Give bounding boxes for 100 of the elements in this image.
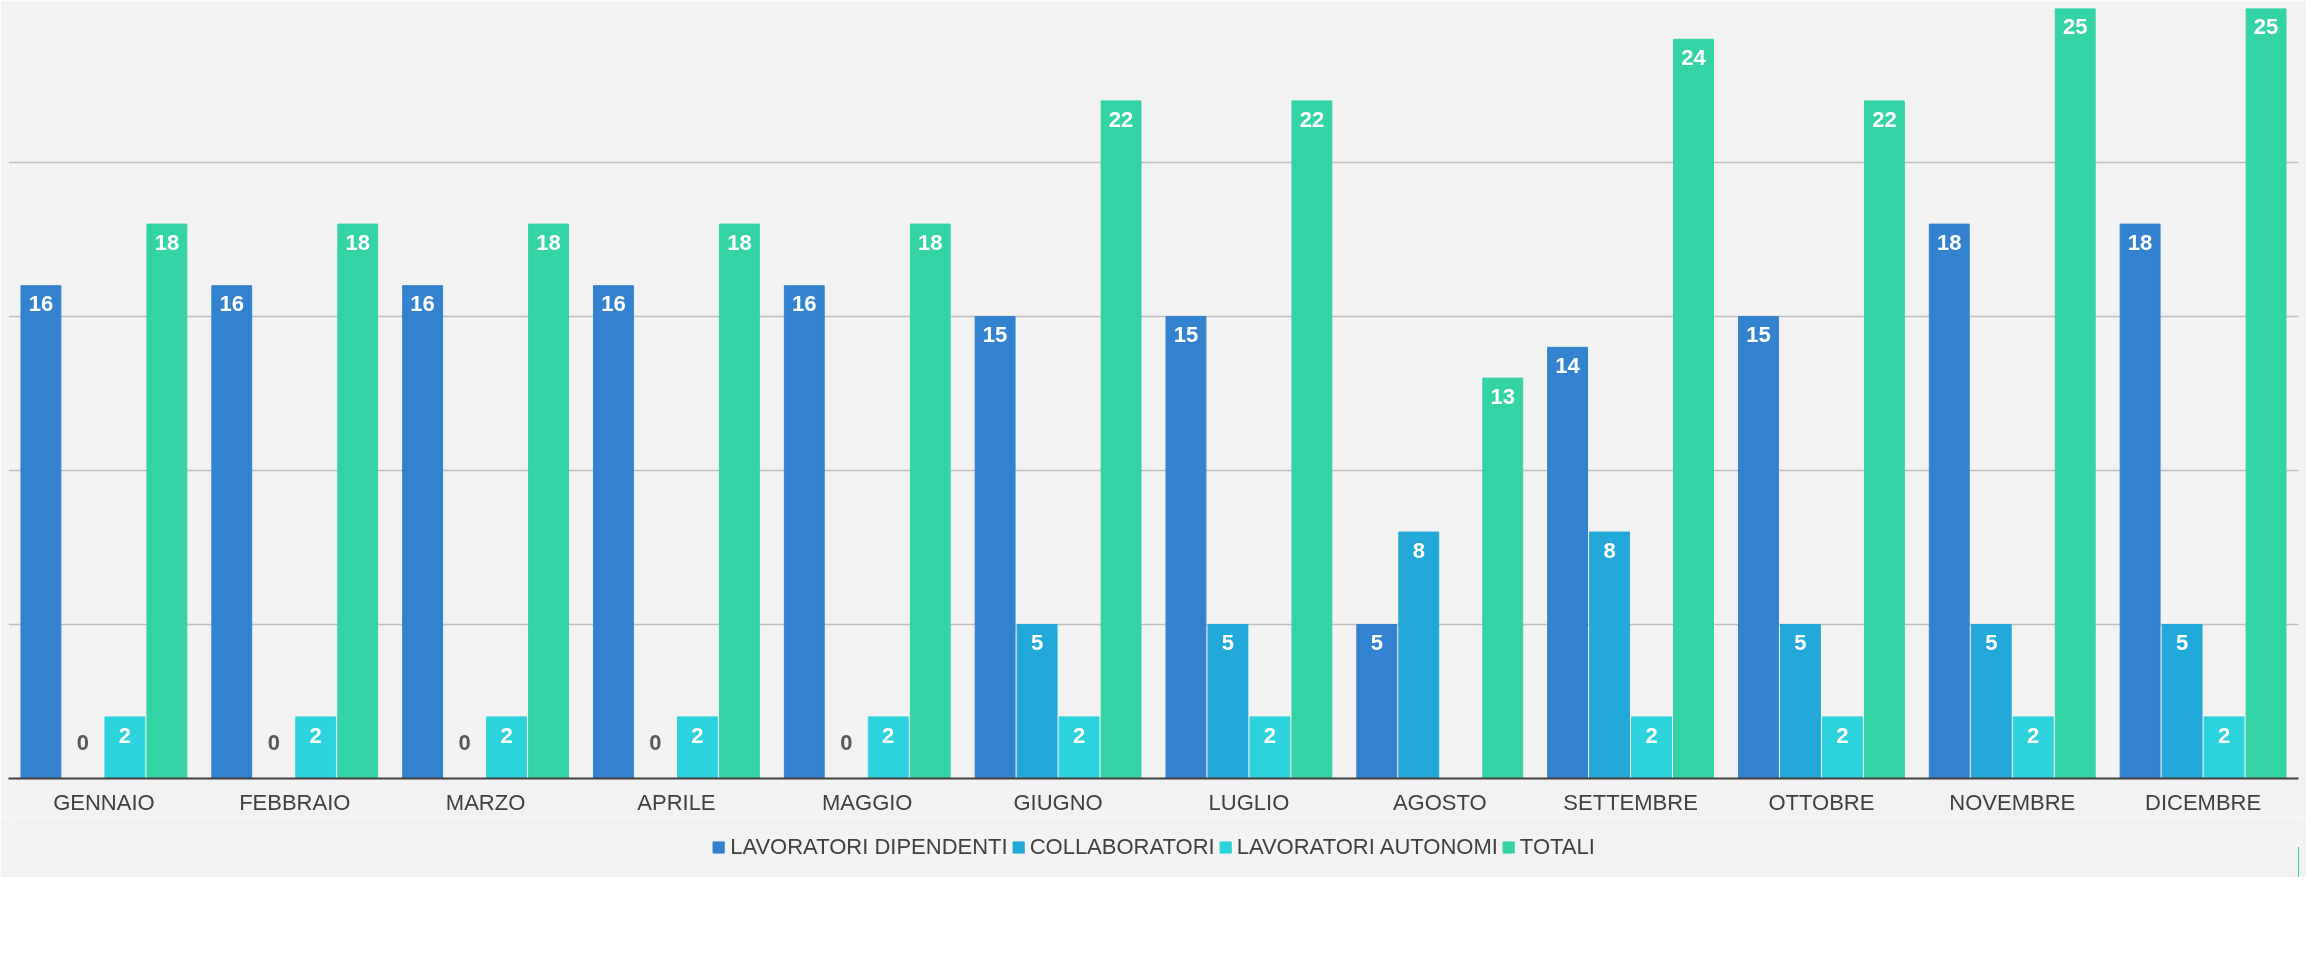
data-label: 15	[1173, 322, 1199, 348]
data-label: 22	[1872, 106, 1897, 132]
x-tick-label: OTTOBRE	[1768, 789, 1875, 815]
bar	[402, 285, 444, 779]
bar	[783, 285, 825, 779]
bar	[2119, 223, 2161, 779]
bar	[1249, 716, 1291, 779]
data-label: 22	[1108, 106, 1134, 132]
data-label: 16	[219, 291, 245, 317]
data-label: 5	[1794, 630, 1807, 656]
bar	[1356, 624, 1398, 779]
data-label: 0	[76, 730, 90, 756]
data-label: 18	[727, 229, 752, 255]
bar	[2203, 716, 2245, 779]
bar	[1673, 38, 1714, 779]
x-tick-label: APRILE	[637, 789, 716, 815]
bar	[2054, 8, 2096, 779]
x-tick-label: SETTEMBRE	[1563, 789, 1698, 815]
bar	[2012, 716, 2054, 779]
data-label: 18	[154, 229, 180, 255]
bar	[1547, 346, 1589, 779]
bar	[1207, 624, 1249, 779]
bar	[295, 716, 337, 779]
x-tick-label: LUGLIO	[1208, 789, 1290, 815]
legend-label: LAVORATORI AUTONOMI	[1236, 834, 1498, 860]
data-label: 14	[1555, 353, 1581, 379]
bar	[909, 223, 951, 779]
bar	[104, 716, 146, 779]
data-label: 16	[410, 291, 435, 317]
data-label: 22	[1299, 106, 1325, 132]
x-tick-label: DICEMBRE	[2145, 789, 2262, 815]
bar	[974, 316, 1016, 779]
data-label: 2	[309, 722, 322, 748]
bar	[146, 223, 188, 779]
data-label: 2	[2217, 722, 2231, 748]
legend-label: TOTALI	[1519, 834, 1595, 860]
data-label: 18	[345, 229, 370, 255]
data-label: 5	[2175, 630, 2189, 656]
data-label: 2	[1072, 722, 1086, 748]
data-label: 2	[1263, 722, 1277, 748]
data-label: 8	[1603, 537, 1616, 563]
data-label: 2	[2027, 722, 2040, 748]
data-label: 13	[1490, 383, 1515, 409]
data-label: 0	[267, 730, 280, 756]
bar	[1100, 100, 1142, 779]
bar	[718, 223, 760, 779]
bar	[211, 285, 253, 779]
bar	[1821, 716, 1863, 779]
data-label: 5	[1985, 630, 1998, 656]
bar	[1482, 377, 1524, 779]
x-tick-label: GENNAIO	[53, 789, 155, 815]
data-label: 2	[882, 722, 895, 748]
bar	[337, 223, 379, 779]
bar	[1165, 316, 1207, 779]
bar	[867, 716, 909, 779]
bar	[1928, 223, 1970, 779]
bar	[1058, 716, 1100, 779]
bar	[1589, 531, 1631, 779]
x-tick-label: AGOSTO	[1392, 789, 1487, 815]
x-tick-label: NOVEMBRE	[1949, 789, 2076, 815]
data-label: 15	[982, 322, 1008, 348]
bar	[2161, 624, 2203, 779]
bar	[486, 716, 528, 779]
bar	[1016, 624, 1058, 779]
data-label: 0	[458, 730, 471, 756]
bar	[1863, 100, 1905, 779]
data-label: 2	[118, 722, 132, 748]
bar	[1779, 624, 1821, 779]
data-label: 5	[1221, 630, 1235, 656]
x-tick-label: GIUGNO	[1013, 789, 1103, 815]
data-label: 2	[691, 722, 704, 748]
data-label: 0	[649, 730, 662, 756]
data-label: 25	[2253, 14, 2279, 40]
legend-label: COLLABORATORI	[1029, 834, 1215, 860]
bar	[20, 285, 62, 779]
data-label: 18	[536, 229, 561, 255]
bar	[528, 223, 569, 779]
data-label: 18	[1937, 229, 1962, 255]
data-label: 2	[500, 722, 513, 748]
bar	[1631, 716, 1673, 779]
data-label: 2	[1645, 722, 1658, 748]
data-label: 16	[601, 291, 626, 317]
data-label: 16	[28, 291, 54, 317]
data-label: 18	[917, 229, 943, 255]
x-tick-label: MARZO	[445, 789, 526, 815]
data-label: 15	[1746, 322, 1771, 348]
bar	[2245, 8, 2287, 779]
bar	[1970, 624, 2012, 779]
bar	[1398, 531, 1440, 779]
data-label: 16	[792, 291, 817, 317]
data-label: 5	[1370, 630, 1383, 656]
data-label: 8	[1412, 537, 1425, 563]
bar	[676, 716, 718, 779]
bar	[1291, 100, 1333, 779]
data-label: 5	[1030, 630, 1044, 656]
data-label: 18	[2127, 229, 2153, 255]
data-label: 0	[840, 730, 853, 756]
data-label: 25	[2062, 14, 2088, 40]
data-label: 2	[1836, 722, 1849, 748]
x-tick-label: FEBBRAIO	[239, 789, 351, 815]
